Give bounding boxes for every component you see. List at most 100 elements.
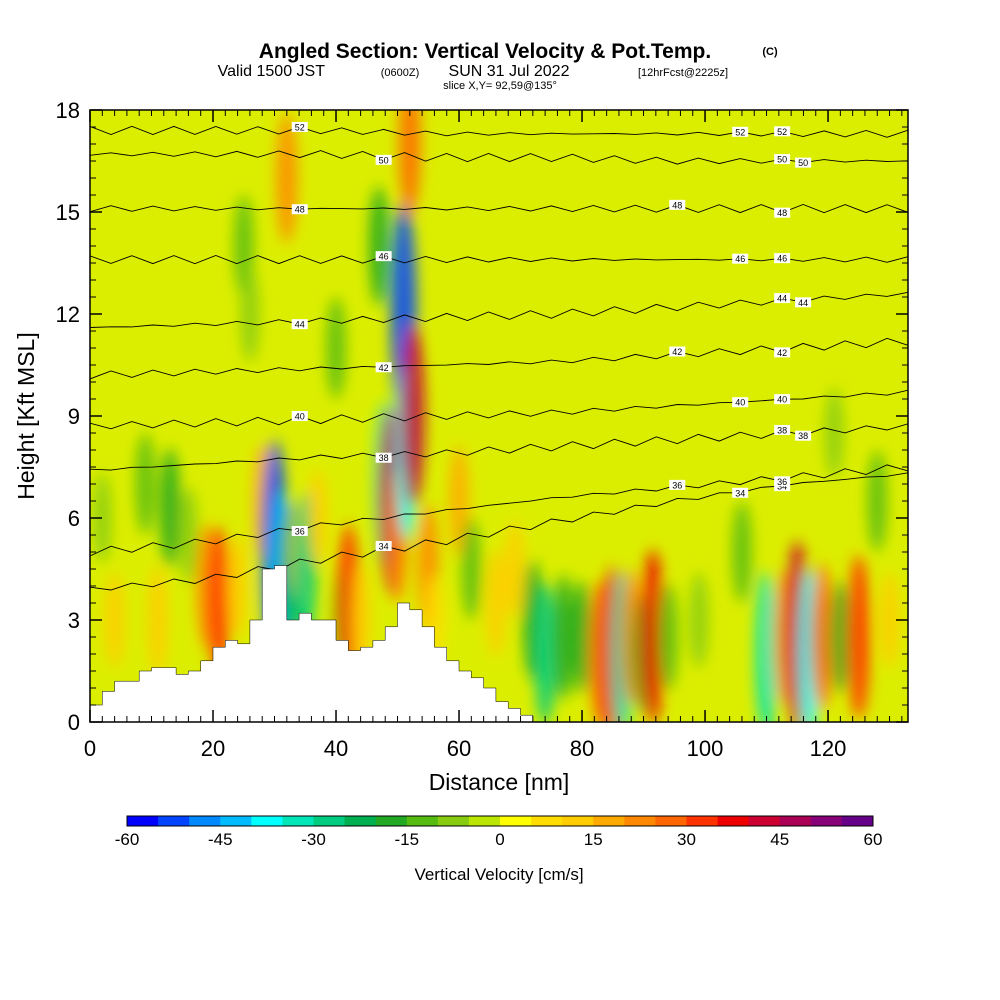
contour-label-38-2: 38 (774, 424, 791, 435)
contour-label-50-2: 50 (774, 154, 791, 165)
svg-text:44: 44 (295, 320, 305, 330)
colorbar-swatch-5 (282, 816, 314, 826)
colorbar-swatch-15 (593, 816, 625, 826)
contour-label-44-2: 44 (774, 293, 791, 304)
colorbar-tick-label-30: 30 (677, 830, 696, 849)
velocity-cell-54 (810, 563, 833, 711)
svg-text:50: 50 (798, 158, 808, 168)
contour-line-38 (90, 423, 908, 471)
valid-date-label: SUN 31 Jul 2022 (449, 63, 570, 80)
svg-text:44: 44 (798, 298, 808, 308)
velocity-cell-58 (867, 450, 888, 552)
colorbar-swatch-3 (220, 816, 252, 826)
svg-text:46: 46 (777, 254, 787, 264)
contour-line-48 (90, 204, 908, 214)
velocity-cell-47 (658, 583, 679, 691)
contour-line-44 (90, 291, 908, 328)
velocity-cell-57 (824, 387, 844, 479)
colorbar-swatch-4 (251, 816, 283, 826)
potential-temperature-contours (90, 125, 908, 591)
svg-text:44: 44 (777, 294, 787, 304)
contour-label-46-0: 46 (375, 251, 392, 262)
forecast-label: [12hrFcst@2225z] (638, 67, 728, 79)
svg-text:52: 52 (777, 127, 787, 137)
contour-label-50-1: 50 (795, 157, 812, 168)
velocity-cell-39 (553, 574, 575, 700)
valid-time-label: Valid 1500 JST (218, 63, 326, 80)
contour-label-40-2: 40 (774, 394, 791, 405)
svg-text:42: 42 (379, 363, 389, 373)
contour-label-38-0: 38 (375, 452, 392, 463)
velocity-cell-35 (485, 549, 506, 657)
colorbar-swatch-22 (810, 816, 843, 826)
contour-label-48-2: 48 (774, 207, 791, 218)
contour-label-44-1: 44 (795, 297, 812, 308)
velocity-cell-48 (689, 571, 709, 669)
velocity-cell-3 (147, 566, 168, 674)
contour-label-50-0: 50 (375, 154, 392, 165)
contour-label-42-1: 42 (669, 346, 686, 357)
colorbar-swatch-14 (562, 816, 594, 826)
contour-line-52 (90, 125, 908, 138)
slice-label: slice X,Y= 92,59@135° (443, 80, 557, 92)
svg-text:34: 34 (379, 542, 389, 552)
colorbar-tick-label--30: -30 (301, 830, 326, 849)
contour-label-48-0: 48 (291, 204, 308, 215)
svg-text:40: 40 (735, 398, 745, 408)
terrain-profile (90, 565, 534, 722)
velocity-cell-8 (227, 535, 248, 637)
svg-text:36: 36 (777, 477, 787, 487)
contour-line-34 (90, 472, 908, 591)
colorbar-swatch-21 (779, 816, 812, 826)
colorbar-swatch-9 (406, 816, 439, 826)
velocity-cell-34 (461, 518, 482, 620)
svg-text:40: 40 (777, 395, 787, 405)
colorbar-swatch-2 (189, 816, 221, 826)
contour-label-34-1: 34 (732, 487, 749, 498)
svg-text:52: 52 (295, 122, 305, 132)
y-axis-label: Height [Kft MSL] (13, 332, 39, 499)
y-tick-label-15: 15 (56, 200, 80, 225)
svg-text:38: 38 (798, 431, 808, 441)
velocity-cell-36 (504, 520, 525, 618)
svg-text:42: 42 (777, 348, 787, 358)
velocity-cell-0 (92, 472, 112, 564)
colorbar-tick-label-45: 45 (770, 830, 789, 849)
contour-label-46-1: 46 (732, 253, 749, 264)
contour-line-42 (90, 337, 908, 380)
svg-text:48: 48 (777, 208, 787, 218)
velocity-cell-30 (398, 110, 421, 215)
y-tick-label-9: 9 (68, 404, 80, 429)
utc-time-label: (0600Z) (381, 67, 420, 79)
y-tick-label-12: 12 (56, 302, 80, 327)
svg-text:42: 42 (672, 347, 682, 357)
velocity-cell-19 (326, 297, 346, 399)
colorbar-swatch-18 (686, 816, 719, 826)
contour-line-50 (90, 150, 908, 165)
velocity-cell-33 (448, 445, 470, 557)
colorbar-swatch-17 (655, 816, 687, 826)
colorbar-tick-label-0: 0 (495, 830, 504, 849)
colorbar-swatch-13 (531, 816, 563, 826)
colorbar-swatch-8 (375, 816, 408, 826)
colorbar-tick-label--45: -45 (208, 830, 233, 849)
velocity-cell-59 (879, 571, 900, 669)
svg-text:40: 40 (295, 412, 305, 422)
x-axis-label: Distance [nm] (429, 769, 570, 795)
velocity-cell-55 (830, 580, 851, 694)
contour-label-42-0: 42 (375, 362, 392, 373)
y-tick-label-3: 3 (68, 608, 80, 633)
svg-text:34: 34 (777, 482, 787, 492)
copyright-mark: (C) (762, 46, 778, 58)
x-tick-label-40: 40 (324, 736, 348, 761)
svg-text:34: 34 (735, 488, 745, 498)
x-tick-label-100: 100 (687, 736, 724, 761)
contour-label-52-0: 52 (291, 121, 308, 132)
velocity-cell-46 (640, 549, 665, 722)
velocity-cell-10 (240, 265, 260, 363)
contour-label-34-0: 34 (375, 541, 392, 552)
colorbar-tick-label-60: 60 (864, 830, 883, 849)
